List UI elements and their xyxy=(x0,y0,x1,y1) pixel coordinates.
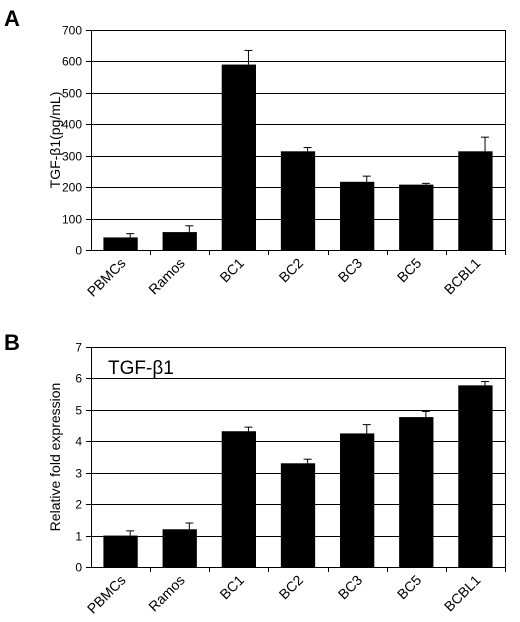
panel-a-y-tick-label: 600 xyxy=(62,55,82,69)
panel-b-category-label: BC2 xyxy=(276,572,307,603)
panel-b-y-axis-label: Relative fold expression xyxy=(47,383,63,532)
panel-a-category-label: BCBL1 xyxy=(441,255,484,298)
panel-b-category-label: BC3 xyxy=(335,572,366,603)
panel-b-y-tick-label: 4 xyxy=(75,435,82,449)
panel-a-y-tick-label: 400 xyxy=(62,118,82,132)
panel-b-bar-bc2 xyxy=(280,463,316,567)
panel-a-bar-bc5 xyxy=(399,184,434,250)
panel-b: B Relative fold expression TGF-β1 0 1 2 3 4 5… xyxy=(4,330,506,617)
panel-a-category-label: BC3 xyxy=(335,255,366,286)
panel-b-y-tick-label: 7 xyxy=(75,341,82,355)
panel-a-letter: A xyxy=(4,6,20,31)
panel-a-bar-pbmcs xyxy=(103,237,138,250)
panel-a-y-tick-label: 0 xyxy=(75,244,82,258)
panel-a-category-label: PBMCs xyxy=(84,255,129,300)
panel-b-plot-area: 0 1 2 3 4 5 6 7 PBMCs Ramos BC1 BC2 BC3 BC5 BCBL1 xyxy=(75,341,506,617)
panel-b-category-label: BC5 xyxy=(394,572,425,603)
panel-b-bar-bc5 xyxy=(399,417,434,567)
panel-b-title: TGF-β1 xyxy=(108,358,174,379)
panel-a-y-tick-label: 100 xyxy=(62,213,82,227)
panel-b-y-tick-label: 2 xyxy=(75,498,82,512)
panel-b-bar-ramos xyxy=(162,529,197,567)
panel-a-bar-bc2 xyxy=(280,151,316,250)
panel-a-plot-area: 0 100 200 300 400 500 600 700 PBMCs Ramos BC1 BC2 BC… xyxy=(62,24,506,300)
panel-b-category-label: BC1 xyxy=(216,572,247,603)
panel-b-y-tick-label: 1 xyxy=(75,530,82,544)
panel-a-bar-bcbl1 xyxy=(458,151,493,250)
panel-b-y-tick-label: 6 xyxy=(75,372,82,386)
panel-b-y-tick-label: 0 xyxy=(75,561,82,575)
panel-a-category-label: BC1 xyxy=(216,255,247,286)
panel-b-y-tick-label: 3 xyxy=(75,467,82,481)
panel-a-bar-ramos xyxy=(162,232,197,250)
panel-b-bar-pbmcs xyxy=(103,535,138,567)
panel-a-y-axis-label: TGF-β1(pg/mL) xyxy=(47,92,63,189)
panel-a-y-tick-label: 700 xyxy=(62,24,82,38)
panel-b-letter: B xyxy=(4,330,20,355)
panel-a-category-label: BC2 xyxy=(276,255,307,286)
panel-a-bar-bc1 xyxy=(221,64,257,250)
panel-b-y-tick-label: 5 xyxy=(75,404,82,418)
panel-a-y-tick-label: 200 xyxy=(62,181,82,195)
panel-b-category-label: Ramos xyxy=(145,572,188,615)
panel-a-y-tick-label: 500 xyxy=(62,87,82,101)
panel-a-bar-bc3 xyxy=(339,181,375,250)
panel-b-bar-bcbl1 xyxy=(458,385,493,567)
panel-a-category-label: BC5 xyxy=(394,255,425,286)
panel-b-category-label: PBMCs xyxy=(84,572,129,617)
panel-a-y-tick-label: 300 xyxy=(62,150,82,164)
panel-b-bar-bc3 xyxy=(339,433,375,567)
panel-a: A TGF-β1(pg/mL) 0 100 200 300 400 500 600 700 PB… xyxy=(4,6,506,300)
panel-b-category-label: BCBL1 xyxy=(441,572,484,615)
panel-b-bar-bc1 xyxy=(221,431,257,567)
panel-a-category-label: Ramos xyxy=(145,255,188,298)
